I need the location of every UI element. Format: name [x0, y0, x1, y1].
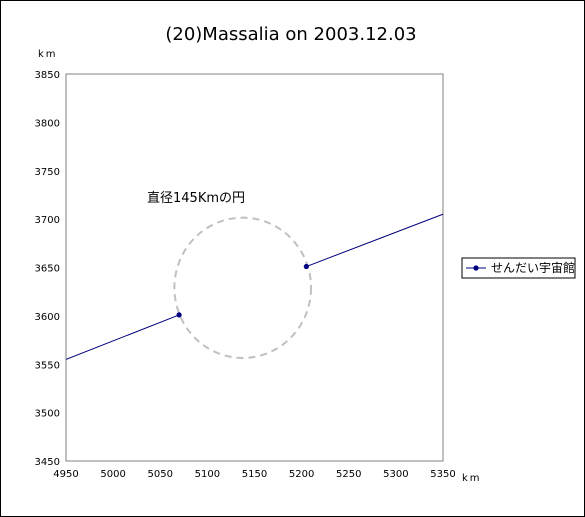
- x-tick-label: 5300: [383, 469, 408, 480]
- y-tick-label: 3750: [35, 167, 60, 178]
- x-tick-label: 5150: [242, 469, 267, 480]
- y-axis-label: km: [38, 49, 58, 60]
- series-layer: [66, 213, 443, 360]
- x-tick-label: 4950: [53, 469, 78, 480]
- circle-layer: [173, 216, 313, 359]
- x-tick-label: 5250: [336, 469, 361, 480]
- y-tick-label: 3450: [35, 457, 60, 468]
- y-tick-labels: 3450 3500 3550 3600 3650 3700 3750 3800 3850: [35, 70, 60, 468]
- y-tick-label: 3650: [35, 264, 60, 275]
- x-tick-label: 5350: [430, 469, 455, 480]
- legend-box: [461, 257, 576, 279]
- x-tick-label: 5050: [148, 469, 173, 480]
- y-tick-label: 3550: [35, 360, 60, 371]
- x-tick-label: 5000: [100, 469, 125, 480]
- legend-marker: [473, 265, 479, 271]
- x-tick-label: 5100: [195, 469, 220, 480]
- legend-label: せんだい宇宙館: [491, 260, 575, 275]
- x-axis-label: km: [462, 473, 482, 484]
- chart-title: (20)Massalia on 2003.12.03: [165, 24, 416, 45]
- y-tick-label: 3850: [35, 70, 60, 81]
- x-tick-labels: 4950 5000 5050 5100 5150 5200 5250 5300 5350: [53, 469, 455, 480]
- y-tick-label: 3500: [35, 409, 60, 420]
- series-line-segment: [306, 213, 443, 267]
- y-tick-label: 3600: [35, 312, 60, 323]
- series-line-segment: [66, 314, 180, 360]
- circle-annotation: 直径145Kmの円: [147, 191, 245, 206]
- data-point: [176, 312, 182, 318]
- plot-area: [65, 73, 444, 462]
- y-tick-label: 3700: [35, 215, 60, 226]
- point-layer: [176, 263, 309, 318]
- legend: せんだい宇宙館: [461, 257, 576, 279]
- y-tick-label: 3800: [35, 118, 60, 129]
- diameter-circle: [173, 216, 313, 359]
- data-point: [303, 263, 309, 270]
- x-tick-label: 5200: [289, 469, 314, 480]
